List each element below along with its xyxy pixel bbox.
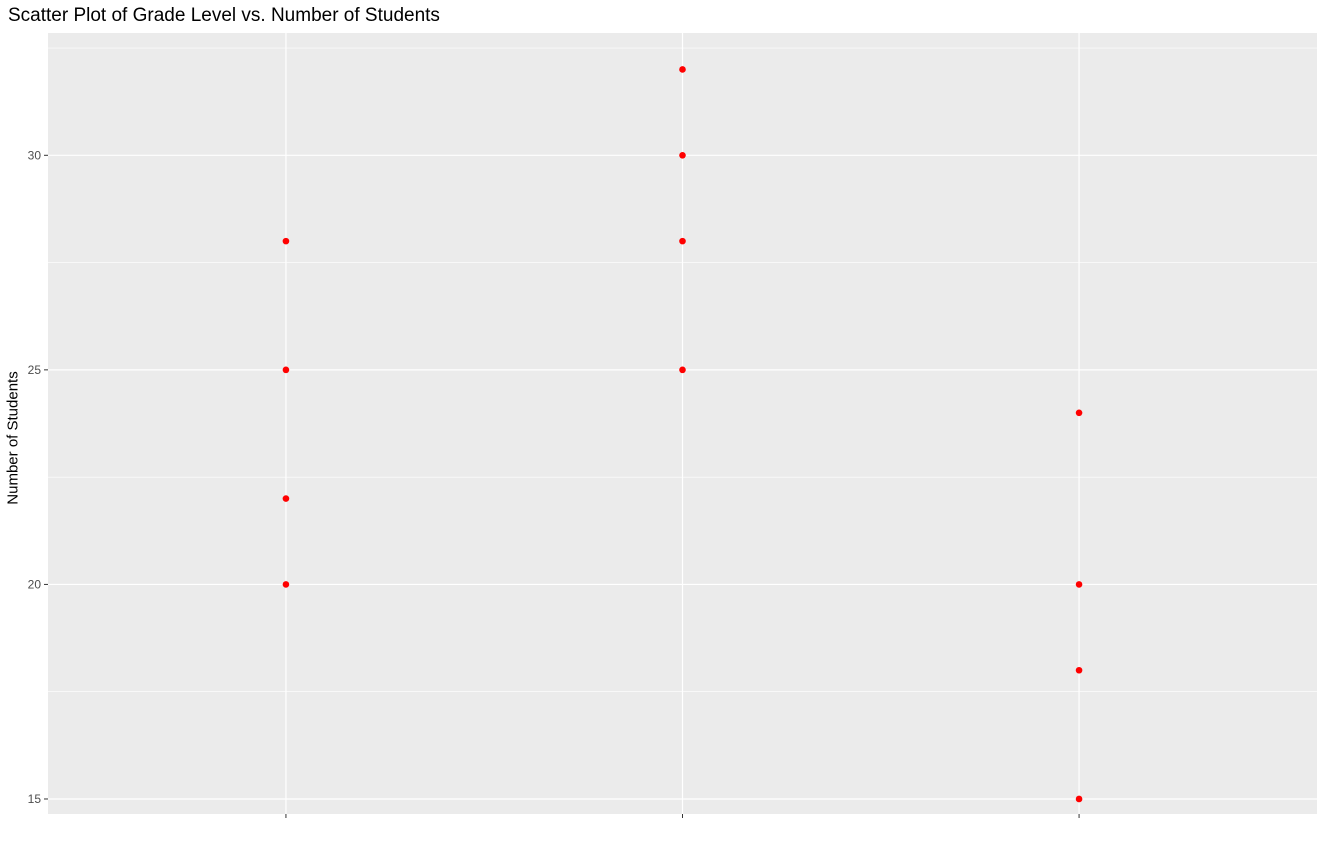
data-point <box>282 237 290 245</box>
data-point <box>282 495 290 502</box>
data-point <box>679 237 686 245</box>
data-point <box>1075 795 1083 803</box>
chart-title: Scatter Plot of Grade Level vs. Number o… <box>8 5 440 26</box>
data-point <box>1075 666 1083 674</box>
data-point <box>1075 581 1083 588</box>
data-point <box>1075 409 1083 417</box>
y-tick-label: 30 <box>28 148 42 162</box>
y-tick-label: 25 <box>28 363 42 377</box>
data-point <box>282 581 290 588</box>
y-tick-label: 20 <box>28 577 42 591</box>
data-point <box>679 366 686 374</box>
data-point <box>282 366 290 374</box>
y-tick-label: 15 <box>28 792 42 806</box>
data-point <box>679 151 686 159</box>
data-point <box>679 66 686 73</box>
